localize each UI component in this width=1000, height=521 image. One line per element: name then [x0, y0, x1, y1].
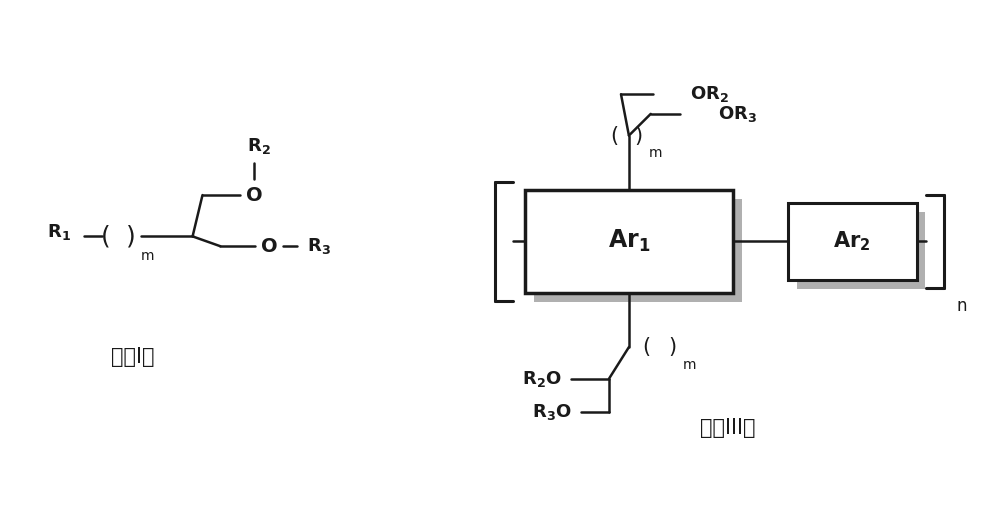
Text: $\mathbf{Ar_1}$: $\mathbf{Ar_1}$ — [608, 228, 650, 254]
Bar — [788, 203, 917, 280]
Bar — [534, 199, 742, 302]
Text: 式（III）: 式（III） — [700, 418, 756, 438]
Text: $\mathbf{R_3}$: $\mathbf{R_3}$ — [307, 236, 330, 256]
Text: ): ) — [126, 225, 136, 249]
Text: n: n — [956, 297, 967, 315]
Text: $\mathbf{Ar_2}$: $\mathbf{Ar_2}$ — [833, 230, 871, 253]
Text: (: ( — [610, 126, 618, 145]
Text: $\mathbf{OR_3}$: $\mathbf{OR_3}$ — [718, 104, 757, 124]
Text: m: m — [649, 146, 662, 160]
Text: 式（I）: 式（I） — [111, 348, 155, 367]
Text: $\mathbf{R_3O}$: $\mathbf{R_3O}$ — [532, 402, 571, 422]
Text: O: O — [261, 237, 277, 256]
Text: $\mathbf{R_1}$: $\mathbf{R_1}$ — [47, 222, 71, 242]
Bar — [525, 190, 733, 293]
Bar — [797, 212, 925, 289]
Text: (: ( — [643, 337, 651, 357]
Text: $\mathbf{R_2O}$: $\mathbf{R_2O}$ — [522, 368, 561, 389]
Text: ): ) — [635, 126, 643, 145]
Text: O: O — [246, 185, 262, 205]
Text: $\mathbf{OR_2}$: $\mathbf{OR_2}$ — [690, 84, 729, 104]
Text: $\mathbf{R_2}$: $\mathbf{R_2}$ — [247, 136, 271, 156]
Text: m: m — [682, 358, 696, 372]
Text: (: ( — [100, 225, 110, 249]
Text: m: m — [141, 249, 155, 263]
Text: ): ) — [668, 337, 677, 357]
